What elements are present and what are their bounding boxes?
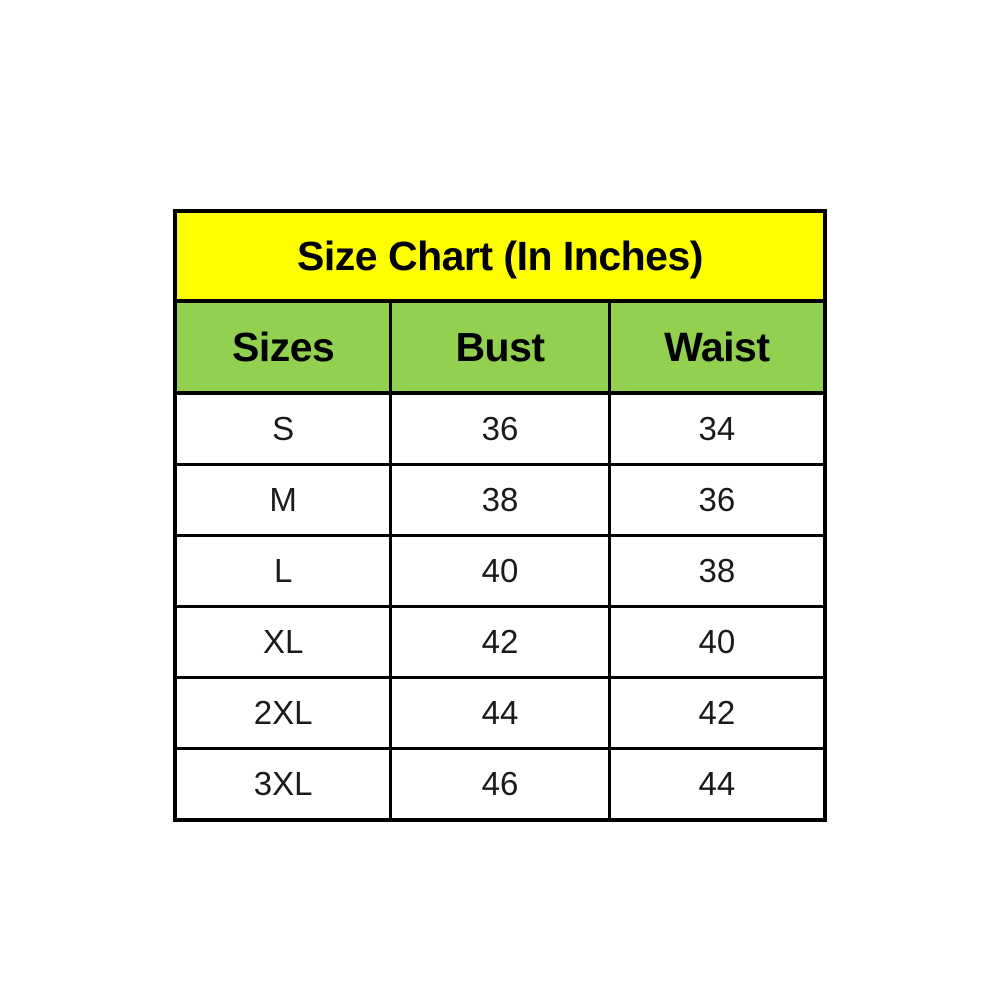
cell-waist: 40 xyxy=(609,606,825,679)
cell-size: XL xyxy=(175,606,393,679)
column-header-bust: Bust xyxy=(390,301,611,395)
table-row: XL 42 40 xyxy=(175,606,825,679)
size-chart-container: Size Chart (In Inches) Sizes Bust Waist … xyxy=(173,209,827,822)
cell-waist: 34 xyxy=(609,393,825,466)
cell-waist: 38 xyxy=(609,535,825,608)
cell-waist: 36 xyxy=(609,464,825,537)
table-row: S 36 34 xyxy=(175,393,825,466)
cell-bust: 38 xyxy=(390,464,611,537)
column-header-row: Sizes Bust Waist xyxy=(175,301,825,395)
cell-waist: 44 xyxy=(609,748,825,820)
cell-size: 2XL xyxy=(175,677,393,750)
cell-size: S xyxy=(175,393,393,466)
table-row: L 40 38 xyxy=(175,535,825,608)
chart-title: Size Chart (In Inches) xyxy=(175,211,825,303)
cell-bust: 40 xyxy=(390,535,611,608)
cell-bust: 44 xyxy=(390,677,611,750)
table-row: 2XL 44 42 xyxy=(175,677,825,750)
cell-bust: 42 xyxy=(390,606,611,679)
table-row: 3XL 46 44 xyxy=(175,748,825,820)
cell-bust: 46 xyxy=(390,748,611,820)
chart-title-row: Size Chart (In Inches) xyxy=(175,211,825,303)
cell-size: L xyxy=(175,535,393,608)
table-row: M 38 36 xyxy=(175,464,825,537)
cell-size: M xyxy=(175,464,393,537)
cell-bust: 36 xyxy=(390,393,611,466)
size-chart-table: Size Chart (In Inches) Sizes Bust Waist … xyxy=(173,209,827,822)
cell-size: 3XL xyxy=(175,748,393,820)
cell-waist: 42 xyxy=(609,677,825,750)
column-header-sizes: Sizes xyxy=(175,301,393,395)
column-header-waist: Waist xyxy=(609,301,825,395)
